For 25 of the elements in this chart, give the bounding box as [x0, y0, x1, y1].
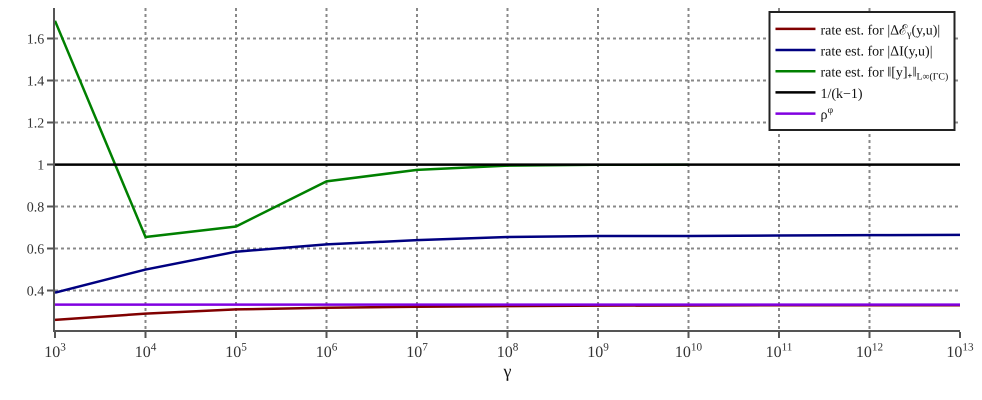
- legend-label: rate est. for |ΔI(y,u)|: [820, 44, 933, 60]
- y-tick-label: 0.8: [26, 200, 44, 216]
- x-tick-label: 10$^{6}$: [316, 341, 338, 362]
- x-tick-label: 10$^{13}$: [946, 341, 974, 362]
- legend-label: rate est. for |Δℰ$_{γ}$(y,u)|: [820, 23, 940, 40]
- x-tick-label: 10$^{5}$: [225, 341, 248, 362]
- legend-label: 1/(k−1): [820, 86, 863, 102]
- x-tick-label: 10$^{11}$: [766, 341, 792, 362]
- y-tick-label: 1: [37, 158, 44, 174]
- legend-label: rate est. for ‖[y]₊‖$_{L∞(ΓC)}$: [820, 66, 948, 83]
- x-axis-title: γ: [502, 361, 512, 382]
- x-tick-label: 10$^{3}$: [44, 341, 66, 362]
- x-tick-label: 10$^{8}$: [496, 341, 519, 362]
- x-tick-label: 10$^{4}$: [134, 341, 157, 362]
- y-tick-label: 0.6: [26, 242, 44, 258]
- y-tick-label: 0.4: [26, 284, 44, 300]
- y-tick-label: 1.2: [26, 116, 44, 132]
- x-tick-label: 10$^{7}$: [406, 341, 428, 362]
- y-tick-label: 1.4: [26, 74, 44, 90]
- legend-label: ρ$^{φ}$: [820, 105, 834, 124]
- x-tick-label: 10$^{10}$: [674, 341, 702, 362]
- y-tick-label: 1.6: [26, 32, 44, 48]
- line-series: [55, 234, 960, 294]
- x-tick-label: 10$^{9}$: [587, 341, 610, 362]
- x-tick-label: 10$^{12}$: [856, 341, 884, 362]
